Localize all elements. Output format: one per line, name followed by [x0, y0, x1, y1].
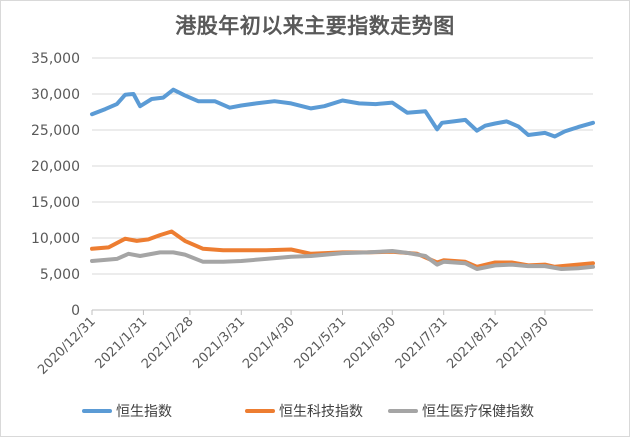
axes [91, 309, 593, 315]
legend-label: 恒生科技指数 [279, 404, 363, 420]
x-tick-label: 2021/4/30 [240, 314, 298, 372]
legend-label: 恒生指数 [116, 404, 172, 420]
legend-swatch [388, 409, 418, 413]
x-tick-label: 2021/7/31 [393, 314, 451, 372]
series-line-1 [90, 229, 595, 269]
legend: 恒生指数 恒生科技指数 恒生医疗保健指数 [0, 400, 630, 422]
legend-item-hang-seng: 恒生指数 [82, 400, 172, 422]
x-tick-label: 2020/12/31 [35, 314, 99, 378]
x-tick-labels: 2020/12/312021/1/312021/2/282021/3/31202… [35, 314, 551, 378]
x-tick-label: 2021/8/31 [444, 314, 502, 372]
chart-title: 港股年初以来主要指数走势图 [175, 14, 455, 38]
series-line-0 [90, 87, 595, 139]
y-tick-label: 10,000 [31, 231, 80, 247]
legend-item-hang-seng-tech: 恒生科技指数 [245, 400, 363, 422]
legend-item-hang-seng-healthcare: 恒生医疗保健指数 [388, 400, 534, 422]
series-line-2 [90, 249, 595, 271]
y-tick-labels: 0 5,000 10,000 15,000 20,000 25,000 30,000 35,0… [31, 51, 80, 319]
grid-lines [92, 57, 593, 275]
y-tick-label: 30,000 [31, 87, 80, 103]
y-tick-label: 25,000 [31, 123, 80, 139]
x-tick-label: 2021/5/31 [292, 314, 350, 372]
y-tick-label: 5,000 [40, 267, 80, 283]
series-lines [90, 87, 595, 271]
y-tick-label: 35,000 [31, 51, 80, 67]
y-tick-label: 20,000 [31, 159, 80, 175]
legend-swatch [82, 409, 112, 413]
y-tick-label: 0 [71, 303, 80, 319]
x-tick-label: 2021/6/30 [341, 314, 399, 372]
legend-swatch [245, 409, 275, 413]
x-tick-label: 2021/3/31 [190, 314, 248, 372]
legend-label: 恒生医疗保健指数 [422, 404, 534, 420]
y-tick-label: 15,000 [31, 195, 80, 211]
x-tick-label: 2021/9/30 [494, 314, 552, 372]
